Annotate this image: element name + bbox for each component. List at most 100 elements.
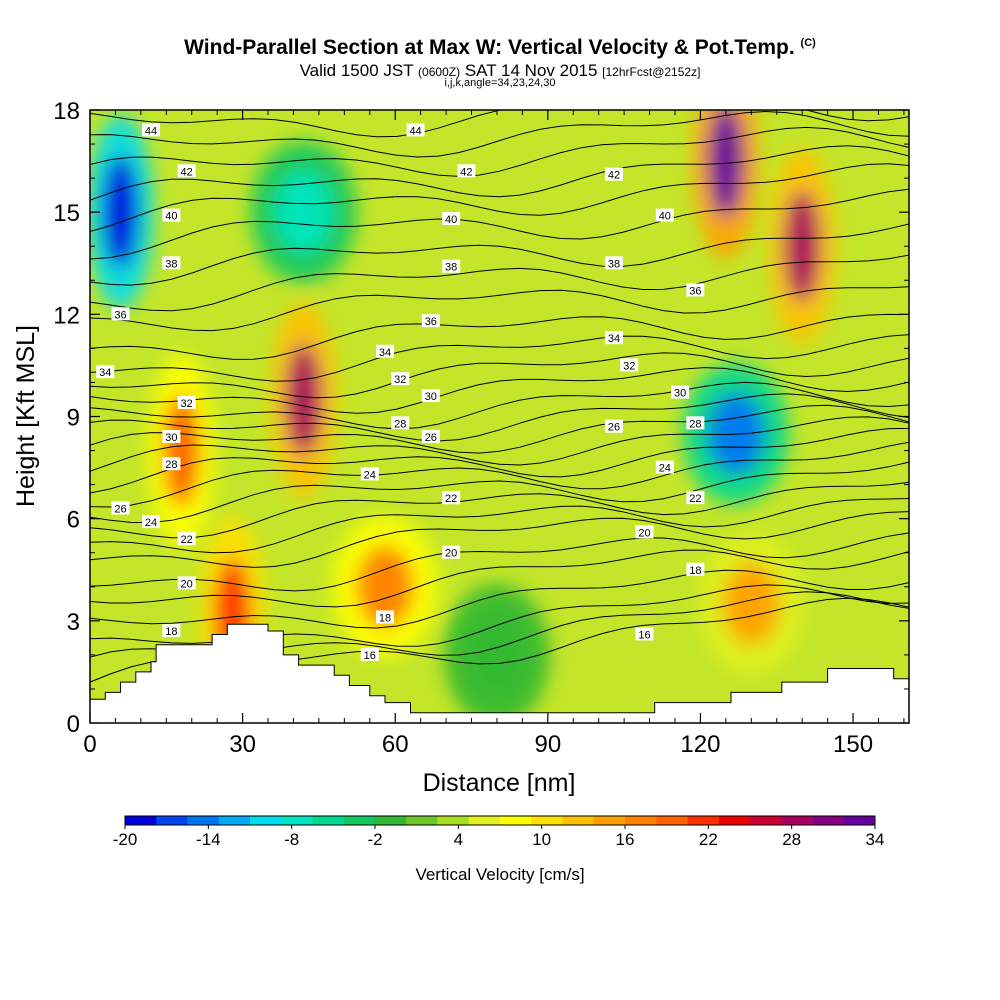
contour-label-group: 28	[391, 416, 410, 430]
terrain	[90, 623, 909, 723]
contour-label-group: 16	[360, 647, 379, 662]
contour-label: 32	[181, 398, 193, 410]
x-axis-title: Distance [nm]	[423, 769, 576, 797]
contour-label-group: 20	[442, 545, 461, 560]
isentrope-40	[90, 163, 909, 232]
contour-label: 20	[445, 548, 457, 560]
isentrope-27	[90, 428, 909, 494]
contour-label: 42	[460, 166, 472, 178]
isentrope-43	[90, 110, 909, 158]
isentrope-38	[90, 223, 909, 286]
x-tick-label: 120	[680, 731, 720, 758]
contour-label-group: 40	[162, 208, 181, 223]
contour-label-bg	[635, 627, 654, 641]
y-tick-label: 9	[67, 405, 80, 432]
contour-label-group: 36	[421, 314, 440, 328]
contour-label-bg	[457, 164, 476, 178]
isentrope-35	[90, 313, 909, 360]
contour-label-bg	[421, 389, 440, 403]
x-tick-label: 30	[229, 731, 256, 758]
contour-label: 26	[425, 432, 437, 444]
contour-label-group: 20	[177, 576, 196, 590]
contour-label: 40	[165, 211, 177, 223]
contour-label: 34	[608, 333, 620, 345]
contour-label-bg	[142, 515, 161, 529]
contour-label: 36	[689, 285, 701, 297]
contour-label-group: 30	[671, 385, 690, 400]
contour-label-bg	[177, 395, 196, 409]
colorbar-swatch	[843, 816, 876, 825]
isentrope-21	[90, 532, 909, 592]
isentrope-26	[90, 441, 909, 508]
contour-label-group: 40	[655, 208, 674, 223]
contour-label-bg	[686, 283, 705, 297]
contour-label: 40	[445, 214, 457, 226]
contour-label-group: 28	[686, 416, 705, 430]
contour-label-bg	[686, 562, 705, 576]
colorbar-swatch	[625, 816, 657, 825]
contour-label: 30	[425, 391, 437, 403]
contour-label-bg	[442, 211, 461, 225]
contour-label-bg	[655, 460, 674, 474]
contour-label-group: 22	[686, 491, 705, 505]
isentrope-25	[90, 461, 909, 524]
colorbar-swatch	[562, 816, 595, 825]
contour-label-bg	[442, 491, 461, 505]
contour-label: 22	[181, 534, 193, 546]
colorbar-label: -8	[284, 830, 299, 849]
colorbar-swatch	[281, 816, 313, 825]
contour-label-bg	[142, 123, 161, 137]
contour-label: 30	[165, 432, 177, 444]
contour-label-bg	[421, 429, 440, 443]
chart-title: Wind-Parallel Section at Max W: Vertical…	[0, 36, 1000, 60]
isentrope-23	[90, 498, 909, 554]
isentrope-37	[90, 254, 909, 312]
chart-subtitle: Valid 1500 JST (0600Z) SAT 14 Nov 2015 […	[0, 61, 1000, 81]
colorbar-swatch	[531, 816, 563, 825]
contour-label: 38	[165, 258, 177, 270]
subtitle-forecast: [12hrFcst@2152z]	[602, 65, 701, 79]
contour-label-bg	[620, 358, 639, 372]
contour-label-bg	[671, 385, 690, 399]
contour-label: 28	[165, 459, 177, 471]
isentrope-29	[90, 404, 909, 454]
chart-title-text: Wind-Parallel Section at Max W: Vertical…	[184, 36, 795, 59]
isentrope-36	[90, 286, 909, 332]
contour-label-bg	[162, 457, 181, 471]
contour-label-bg	[96, 365, 115, 379]
colorbar-swatch	[125, 816, 157, 825]
contour-label: 16	[364, 650, 376, 662]
contour-label-bg	[177, 532, 196, 546]
contour-label-bg	[162, 208, 181, 222]
velocity-cell	[722, 562, 780, 645]
contour-label-bg	[376, 344, 395, 358]
isentrope-28	[90, 416, 909, 472]
isentrope-19	[90, 569, 909, 629]
subtitle-zulu: (0600Z)	[418, 65, 461, 79]
contour-label-bg	[604, 331, 623, 345]
contour-label-group: 18	[376, 610, 395, 624]
y-tick-label: 12	[53, 302, 80, 329]
isentrope-42	[90, 126, 909, 177]
velocity-cell	[707, 392, 765, 475]
contour-label: 34	[379, 347, 391, 359]
colorbar-label: 22	[699, 830, 718, 849]
contour-label: 38	[445, 262, 457, 274]
contour-label: 18	[689, 565, 701, 577]
colorbar-swatch	[406, 816, 438, 825]
contour-label-bg	[376, 610, 395, 624]
colorbar-swatch	[468, 816, 501, 825]
colorbar-label: -2	[367, 830, 382, 849]
contour-label: 16	[638, 629, 650, 641]
contour-label: 18	[165, 626, 177, 638]
contour-label-group: 42	[604, 167, 623, 182]
contour-label-group: 20	[635, 525, 654, 539]
contour-label-group: 34	[96, 365, 115, 379]
contour-label-bg	[655, 208, 674, 222]
contour-label: 24	[145, 517, 157, 529]
colorbar-label: -14	[196, 830, 221, 849]
contour-label-bg	[360, 647, 379, 661]
contour-label: 28	[689, 418, 701, 430]
colorbar-swatch	[187, 816, 220, 825]
contour-label-group: 38	[442, 259, 461, 274]
